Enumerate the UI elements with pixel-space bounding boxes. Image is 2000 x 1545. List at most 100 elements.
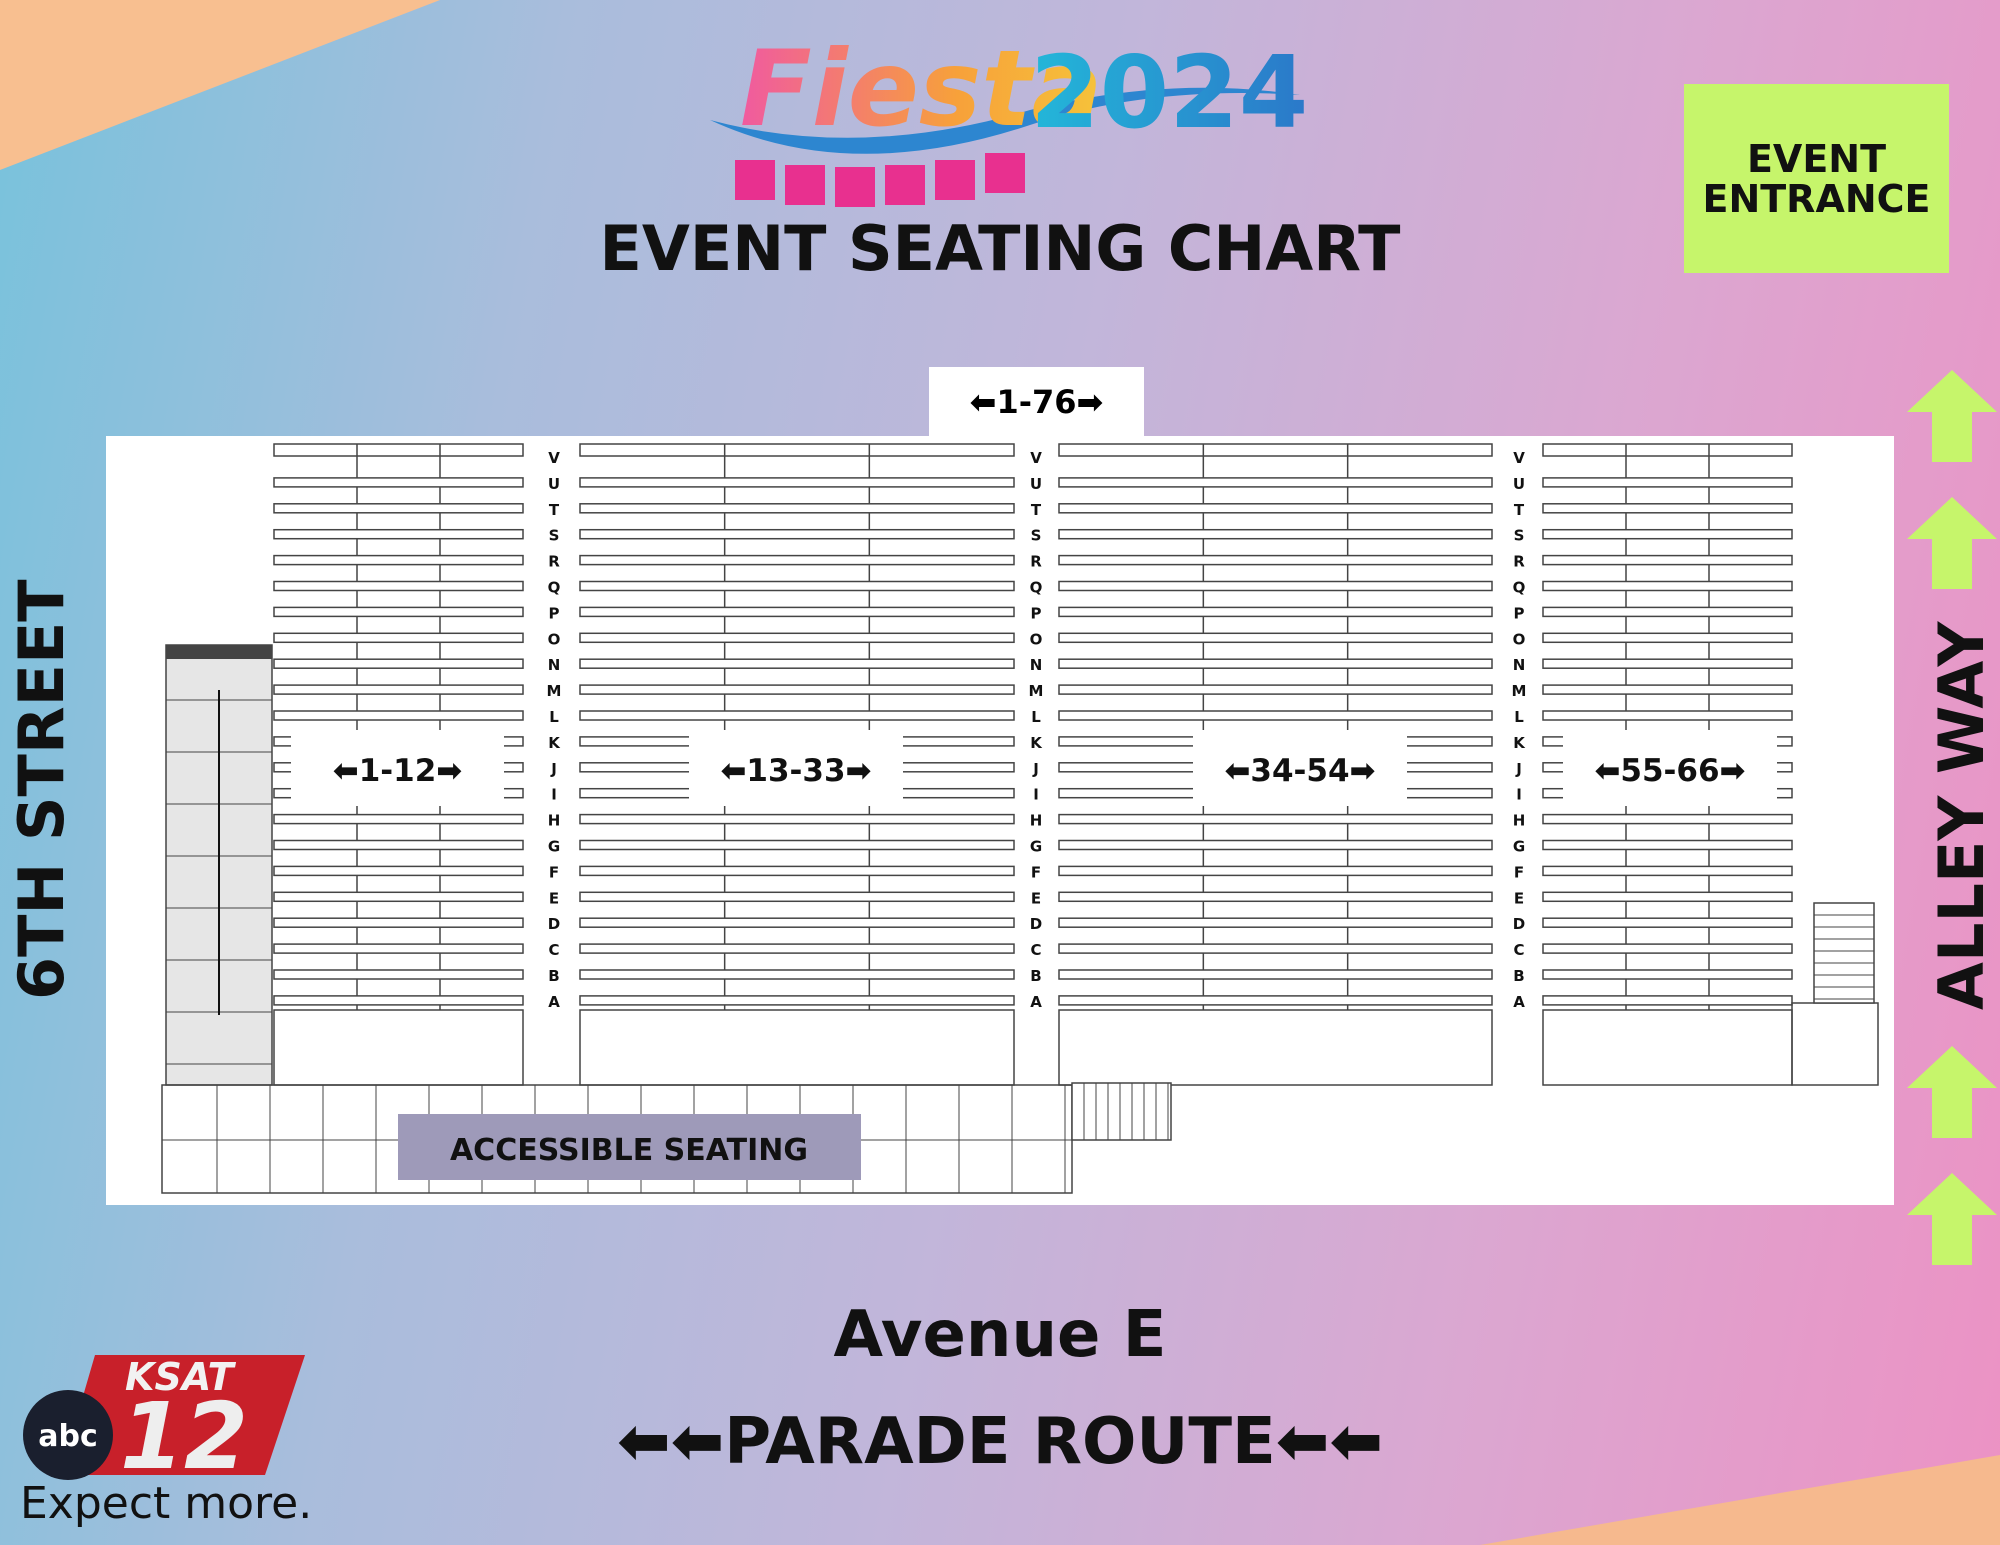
row-letter: U bbox=[548, 475, 560, 493]
section-label-box bbox=[689, 730, 903, 806]
row-letter: C bbox=[1513, 941, 1524, 959]
bench-row bbox=[579, 995, 1015, 1006]
arrow-left-icon: ⬅ bbox=[969, 383, 997, 421]
bench-row bbox=[273, 891, 524, 903]
bench-row bbox=[1058, 839, 1493, 851]
row-letter: D bbox=[1513, 915, 1525, 933]
row-letter: L bbox=[1031, 708, 1041, 726]
bench-row bbox=[1542, 658, 1793, 669]
bench-row bbox=[1542, 477, 1793, 488]
bench-row bbox=[273, 684, 524, 695]
bench-row bbox=[1542, 554, 1793, 566]
row-letter: V bbox=[548, 449, 560, 467]
row-letter: P bbox=[1031, 604, 1042, 622]
svg-text:12: 12 bbox=[120, 1383, 248, 1490]
header-row bbox=[579, 443, 1015, 457]
row-letter: P bbox=[549, 604, 560, 622]
row-letter: T bbox=[1031, 501, 1042, 519]
row-letter: J bbox=[1515, 760, 1522, 778]
top-section-label: ⬅ 1-76 ➡ bbox=[929, 367, 1144, 437]
bench-row bbox=[1542, 969, 1793, 980]
bench-row bbox=[1542, 684, 1793, 695]
row-letter: B bbox=[1513, 967, 1524, 985]
row-letter: Q bbox=[1030, 579, 1043, 597]
row-letter: L bbox=[549, 708, 559, 726]
bench-row bbox=[579, 658, 1015, 669]
row-letter: H bbox=[1030, 812, 1043, 830]
row-letter: E bbox=[1514, 889, 1524, 907]
svg-text:Expect more.: Expect more. bbox=[20, 1478, 310, 1529]
bench-row bbox=[579, 969, 1015, 980]
bench-row bbox=[1542, 528, 1793, 540]
street-label-avenue-e: Avenue E bbox=[833, 1298, 1167, 1372]
bench-row bbox=[1058, 632, 1493, 644]
row-letter: R bbox=[1513, 553, 1525, 571]
row-letter: L bbox=[1514, 708, 1524, 726]
row-letter: B bbox=[548, 967, 559, 985]
stairs-right bbox=[1813, 902, 1875, 1004]
row-letter: J bbox=[550, 760, 557, 778]
row-letter: M bbox=[1512, 682, 1527, 700]
header-row bbox=[273, 443, 524, 457]
bench-row bbox=[579, 580, 1015, 592]
bench-row bbox=[1542, 503, 1793, 514]
bench-row bbox=[1058, 580, 1493, 592]
bench-row bbox=[1542, 813, 1793, 825]
row-letter: G bbox=[1513, 838, 1525, 856]
arrow-up-icon bbox=[1907, 497, 1997, 589]
row-letter: C bbox=[1030, 941, 1041, 959]
row-letter: K bbox=[548, 734, 561, 752]
fiesta-2024-logo: Fiesta 2024 bbox=[710, 28, 1305, 207]
row-letter: F bbox=[1031, 863, 1041, 881]
row-letter: D bbox=[548, 915, 560, 933]
accessible-seating-area bbox=[398, 1114, 861, 1180]
bench-row bbox=[273, 865, 524, 877]
row-letter: U bbox=[1513, 475, 1525, 493]
parade-route-text: PARADE ROUTE bbox=[724, 1405, 1276, 1479]
bench-row bbox=[1058, 684, 1493, 695]
bench-row bbox=[1058, 813, 1493, 825]
bench-row bbox=[273, 580, 524, 592]
row-letter: C bbox=[548, 941, 559, 959]
row-letter: O bbox=[1030, 630, 1043, 648]
row-letter: H bbox=[548, 812, 561, 830]
section-label-box bbox=[1193, 730, 1407, 806]
bench-row bbox=[579, 813, 1015, 825]
street-label-alley-way: ALLEY WAY bbox=[1925, 621, 1998, 1010]
row-letter: N bbox=[1513, 656, 1526, 674]
bench-row bbox=[1058, 969, 1493, 980]
bench-row bbox=[579, 554, 1015, 566]
bench-row bbox=[1542, 580, 1793, 592]
lower-cells bbox=[1542, 1009, 1793, 1086]
arrow-left-icon: ⬅⬅ bbox=[1275, 1405, 1384, 1479]
bench-row bbox=[1542, 943, 1793, 954]
section-label: ⬅1-12➡ bbox=[333, 753, 463, 789]
svg-text:2024: 2024 bbox=[1030, 34, 1305, 151]
bench-row bbox=[1542, 995, 1793, 1006]
bench-row bbox=[273, 995, 524, 1006]
bench-row bbox=[1058, 554, 1493, 566]
row-letter: R bbox=[548, 553, 560, 571]
bench-row bbox=[273, 477, 524, 488]
row-letter: D bbox=[1030, 915, 1042, 933]
row-letter: S bbox=[1514, 527, 1525, 545]
arrow-right-icon: ➡ bbox=[1076, 383, 1104, 421]
bench-row bbox=[579, 528, 1015, 540]
row-letter: S bbox=[549, 527, 560, 545]
lower-cells bbox=[579, 1009, 1015, 1086]
background-corner bbox=[0, 0, 440, 170]
lower-cells bbox=[1058, 1009, 1493, 1086]
row-letter: Q bbox=[548, 579, 561, 597]
row-letter: F bbox=[549, 863, 559, 881]
stairs-small bbox=[1071, 1082, 1172, 1141]
row-letter: A bbox=[548, 993, 560, 1011]
bench-row bbox=[273, 606, 524, 618]
bench-row bbox=[579, 684, 1015, 695]
bench-row bbox=[579, 839, 1015, 851]
row-letter: P bbox=[1514, 604, 1525, 622]
street-label-6th-street: 6TH STREET bbox=[5, 579, 78, 1000]
row-letter: E bbox=[1031, 889, 1041, 907]
background-corner bbox=[1480, 1455, 2000, 1545]
arrow-up-icon bbox=[1907, 1046, 1997, 1138]
